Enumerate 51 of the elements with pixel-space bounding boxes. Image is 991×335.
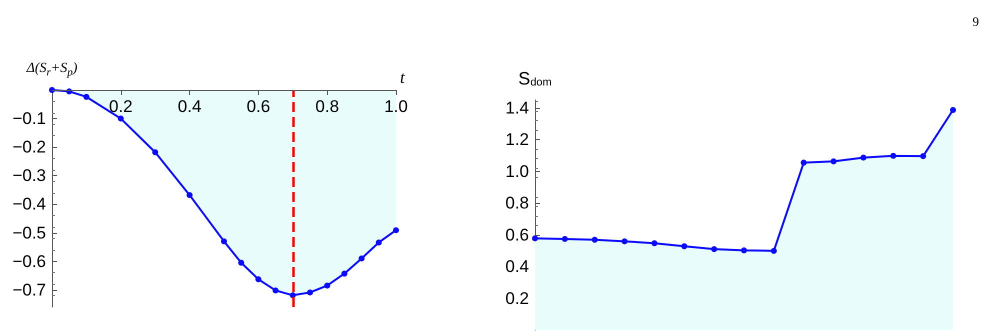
point (221, 238, 227, 244)
x-tick-label: 0.8 (315, 97, 340, 116)
point (562, 236, 568, 242)
x-tick-label: 0.6 (246, 97, 270, 116)
y-tick-label: 1.4 (505, 98, 529, 118)
point (376, 239, 382, 246)
x-tick-label: 0.4 (178, 97, 202, 116)
point (532, 235, 538, 242)
point (358, 255, 365, 262)
point (118, 116, 124, 122)
y-tick-label: −0.6 (12, 252, 46, 271)
y-tick-label: 0.8 (505, 194, 529, 213)
point (152, 149, 158, 156)
point (592, 236, 598, 243)
point (238, 260, 244, 266)
point (324, 282, 330, 289)
point (272, 287, 279, 294)
point (255, 276, 262, 282)
point (711, 246, 718, 252)
y-tick-label: −0.7 (12, 280, 46, 300)
point (920, 153, 926, 160)
y-tick-label: −0.2 (12, 138, 46, 157)
point (860, 154, 866, 161)
point (950, 106, 956, 113)
y-tick-label: −0.4 (12, 194, 46, 214)
y-tick-label: 0.2 (505, 288, 529, 308)
y-axis-title: Sdom (518, 68, 552, 88)
y-tick-label: −0.5 (12, 223, 46, 242)
x-tick-label: 0.2 (108, 97, 133, 116)
point (890, 152, 896, 159)
point (393, 227, 399, 234)
y-tick-label: 0.4 (505, 257, 529, 276)
point (741, 247, 747, 254)
point (186, 192, 193, 198)
point (622, 238, 628, 244)
point (651, 240, 658, 246)
point (307, 289, 313, 296)
point (830, 158, 837, 164)
y-tick-label: 1.2 (505, 130, 529, 150)
y-tick-label: 1.0 (505, 162, 529, 181)
point (681, 243, 688, 250)
y-tick-label: −0.1 (12, 109, 46, 128)
point (800, 160, 807, 166)
y-tick-label: 0.6 (505, 225, 529, 244)
x-tick-label: 1.0 (384, 97, 408, 116)
point (341, 270, 348, 277)
y-tick-label: −0.3 (12, 166, 46, 186)
point (770, 248, 777, 254)
text: 9 (972, 14, 979, 29)
x-axis-title: t (400, 68, 406, 87)
point (83, 94, 90, 100)
